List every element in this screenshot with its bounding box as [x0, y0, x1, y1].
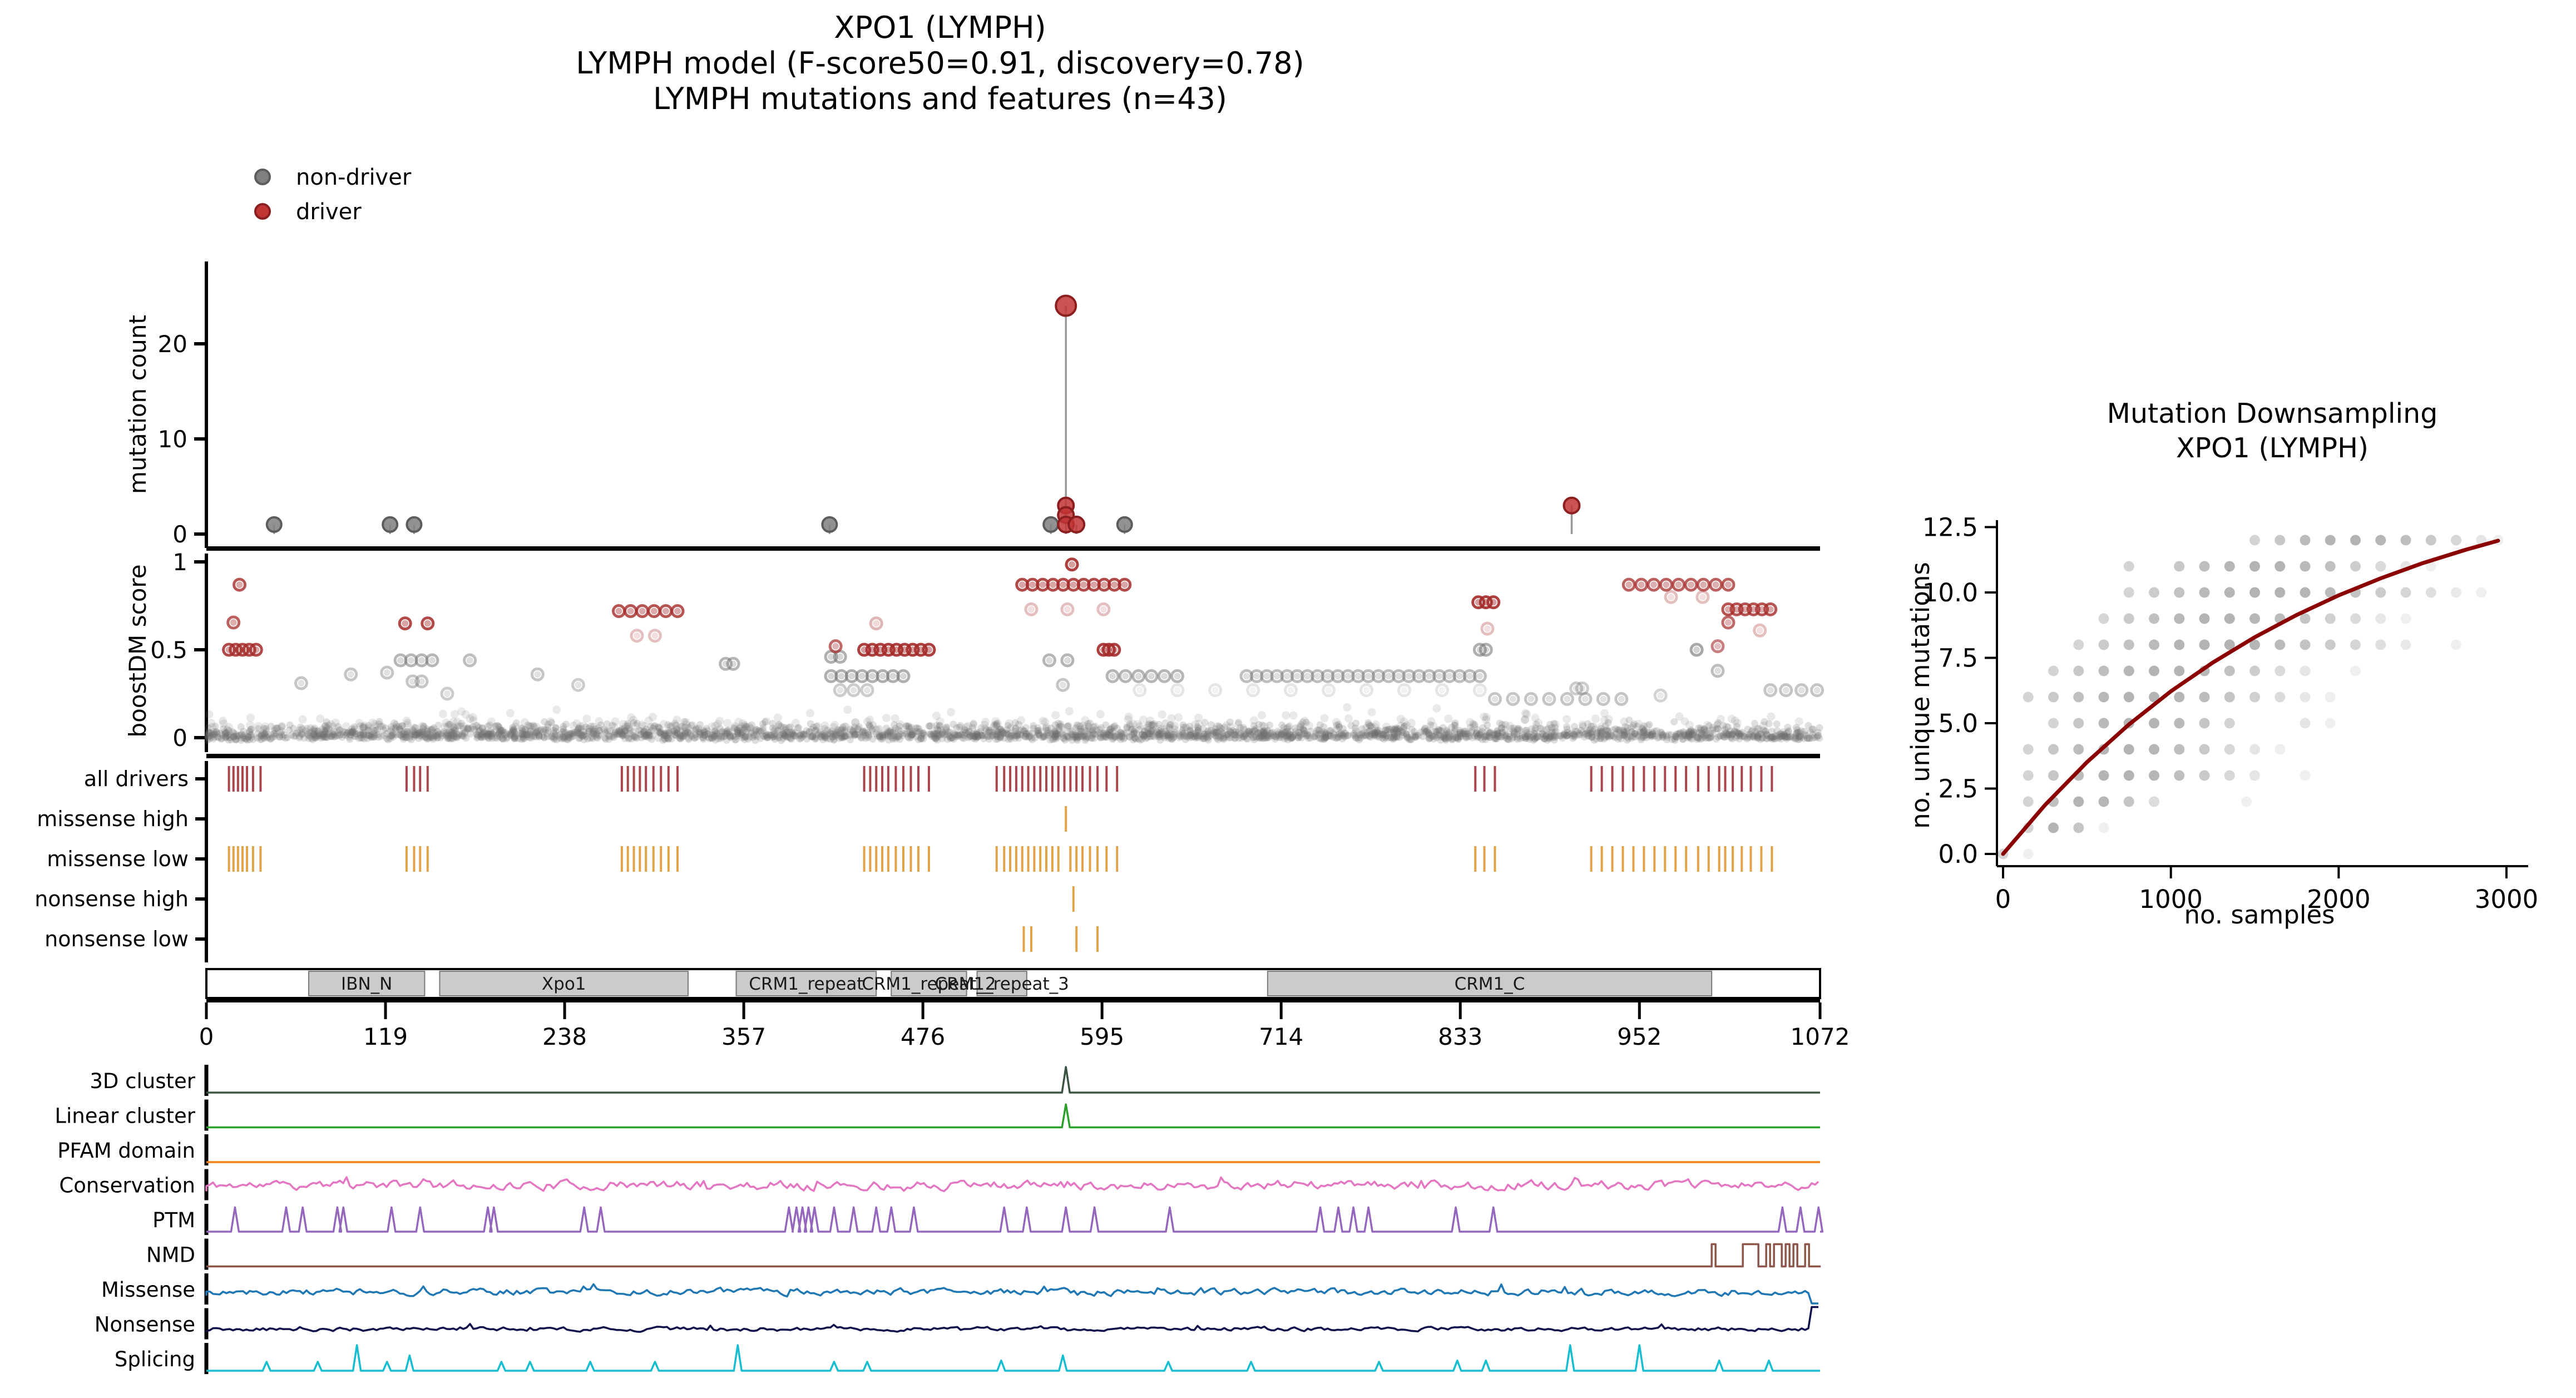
- tick-label: 1000: [2139, 885, 2203, 914]
- tick-label: 7.5: [1938, 644, 1978, 673]
- tick-label: 0: [199, 1023, 214, 1050]
- track-label-nonsense-high: nonsense high: [34, 887, 189, 911]
- legend-nondriver-label: non-driver: [296, 165, 412, 190]
- track-label-missense-high: missense high: [37, 807, 189, 831]
- feature-label-Nonsense: Nonsense: [95, 1313, 195, 1337]
- feature-tracks: 3D cluster Linear cluster PFAM domain Conse…: [55, 1065, 1824, 1374]
- title-line-1: XPO1 (LYMPH): [834, 10, 1046, 45]
- downsampling-titles: Mutation Downsampling XPO1 (LYMPH): [2107, 398, 2438, 464]
- feature-label-NMD: NMD: [146, 1243, 195, 1267]
- downsampling-title-2: XPO1 (LYMPH): [2176, 432, 2369, 464]
- tick-label: 357: [721, 1023, 766, 1050]
- needle-plot: 0 10 20: [158, 261, 1820, 551]
- feature-label-Linear-cluster: Linear cluster: [55, 1104, 195, 1128]
- tick-label: 0: [172, 521, 187, 548]
- domain-label-CRM1_repeat_3: CRM1_repeat_3: [935, 974, 1069, 994]
- legend: non-driver driver: [254, 165, 412, 225]
- tick-label: 833: [1438, 1023, 1482, 1050]
- needle-ylabel: mutation count: [124, 315, 151, 494]
- figure-title: XPO1 (LYMPH) LYMPH model (F-score50=0.91…: [576, 10, 1304, 116]
- downsampling-ylabel: no. unique mutations: [1906, 562, 1935, 829]
- protein-domain-map: IBN_N Xpo1 CRM1_repeatCRM1_repeat_2CRM1_re…: [199, 968, 1850, 1050]
- tick-label: 10.0: [1922, 578, 1978, 607]
- domain-label-CRM1_repeat_2: CRM1_repeat_2: [862, 974, 996, 994]
- tick-label: 0: [172, 724, 187, 752]
- feature-label-3D-cluster: 3D cluster: [90, 1069, 195, 1093]
- tick-label: 5.0: [1938, 709, 1978, 738]
- tick-label: 2000: [2307, 885, 2371, 914]
- domain-label-CRM1_repeat: CRM1_repeat: [749, 974, 863, 994]
- track-label-missense-low: missense low: [47, 847, 189, 871]
- feature-label-PTM: PTM: [152, 1208, 195, 1232]
- downsampling-plot: 0.0 2.5 5.0 7.5 10.0 12.5 0 1000 2000 3000: [1922, 513, 2538, 915]
- track-label-nonsense-low: nonsense low: [45, 927, 189, 951]
- feature-label-Missense: Missense: [101, 1278, 195, 1302]
- tick-label: 952: [1617, 1023, 1662, 1050]
- boostdm-plot: 00.51: [150, 549, 1825, 758]
- tick-label: 595: [1080, 1023, 1124, 1050]
- title-line-3: LYMPH mutations and features (n=43): [653, 81, 1227, 116]
- track-label-all-drivers: all drivers: [84, 767, 189, 791]
- tick-label: 1072: [1791, 1023, 1850, 1050]
- feature-label-Splicing: Splicing: [115, 1347, 195, 1371]
- feature-label-Conservation: Conservation: [59, 1174, 195, 1198]
- tick-label: 0: [1995, 885, 2011, 914]
- tick-label: 119: [363, 1023, 408, 1050]
- tick-label: 0.0: [1938, 839, 1978, 869]
- downsampling-xlabel: no. samples: [2184, 900, 2335, 930]
- driver-tracks: all drivers missense high missense low nons…: [34, 761, 1773, 962]
- legend-driver-dot-icon: [254, 203, 271, 220]
- tick-label: 238: [542, 1023, 587, 1050]
- feature-label-PFAM-domain: PFAM domain: [57, 1139, 195, 1163]
- tick-label: 476: [901, 1023, 945, 1050]
- tick-label: 2.5: [1938, 774, 1978, 804]
- legend-driver-label: driver: [296, 199, 362, 225]
- tick-label: 0.5: [150, 636, 187, 664]
- tick-label: 714: [1259, 1023, 1303, 1050]
- boostdm-ylabel: boostDM score: [124, 564, 151, 737]
- tick-label: 10: [158, 426, 187, 453]
- title-line-2: LYMPH model (F-score50=0.91, discovery=0…: [576, 46, 1304, 81]
- tick-label: 1: [172, 549, 187, 576]
- legend-nondriver-dot-icon: [254, 169, 271, 185]
- tick-label: 3000: [2475, 885, 2539, 914]
- tick-label: 20: [158, 330, 187, 358]
- domain-label-Xpo1: Xpo1: [542, 974, 586, 994]
- downsampling-title-1: Mutation Downsampling: [2107, 398, 2438, 429]
- tick-label: 12.5: [1922, 513, 1978, 542]
- domain-label-IBN_N: IBN_N: [341, 974, 392, 994]
- domain-label-CRM1_C: CRM1_C: [1455, 974, 1525, 994]
